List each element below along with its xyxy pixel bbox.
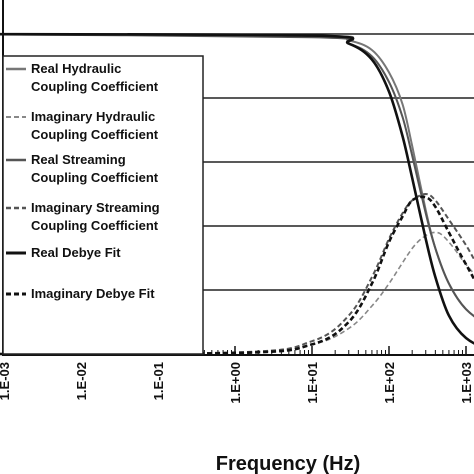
legend-label: Real Hydraulic bbox=[31, 61, 121, 76]
legend-label: Imaginary Streaming bbox=[31, 200, 160, 215]
legend-label: Coupling Coefficient bbox=[31, 127, 159, 142]
x-tick-label: 1.E-03 bbox=[0, 362, 12, 400]
series-line bbox=[0, 33, 474, 318]
x-tick-label: 1.E+01 bbox=[305, 362, 320, 404]
x-tick-labels: 1.E-03 1.E-02 1.E-01 1.E+00 1.E+01 1.E+02 1.E+… bbox=[0, 362, 474, 404]
x-tick-label: 1.E+03 bbox=[459, 362, 474, 404]
series-line bbox=[0, 32, 474, 345]
legend: Real Hydraulic Coupling Coefficient Imagin… bbox=[2, 55, 204, 355]
x-tick-label: 1.E+00 bbox=[228, 362, 243, 404]
x-axis-label: Frequency (Hz) bbox=[216, 453, 360, 474]
legend-label: Coupling Coefficient bbox=[31, 79, 159, 94]
series-lines bbox=[0, 32, 474, 356]
legend-box bbox=[2, 55, 204, 355]
x-tick-label: 1.E+02 bbox=[382, 362, 397, 404]
series-line bbox=[0, 195, 474, 356]
legend-label: Imaginary Debye Fit bbox=[31, 286, 155, 301]
legend-label: Coupling Coefficient bbox=[31, 170, 159, 185]
series-line bbox=[0, 192, 474, 355]
legend-label: Real Streaming bbox=[31, 152, 126, 167]
x-tick-label: 1.E-01 bbox=[151, 362, 166, 400]
legend-label: Coupling Coefficient bbox=[31, 218, 159, 233]
legend-label: Real Debye Fit bbox=[31, 245, 121, 260]
legend-label: Imaginary Hydraulic bbox=[31, 109, 155, 124]
x-tick-label: 1.E-02 bbox=[74, 362, 89, 400]
